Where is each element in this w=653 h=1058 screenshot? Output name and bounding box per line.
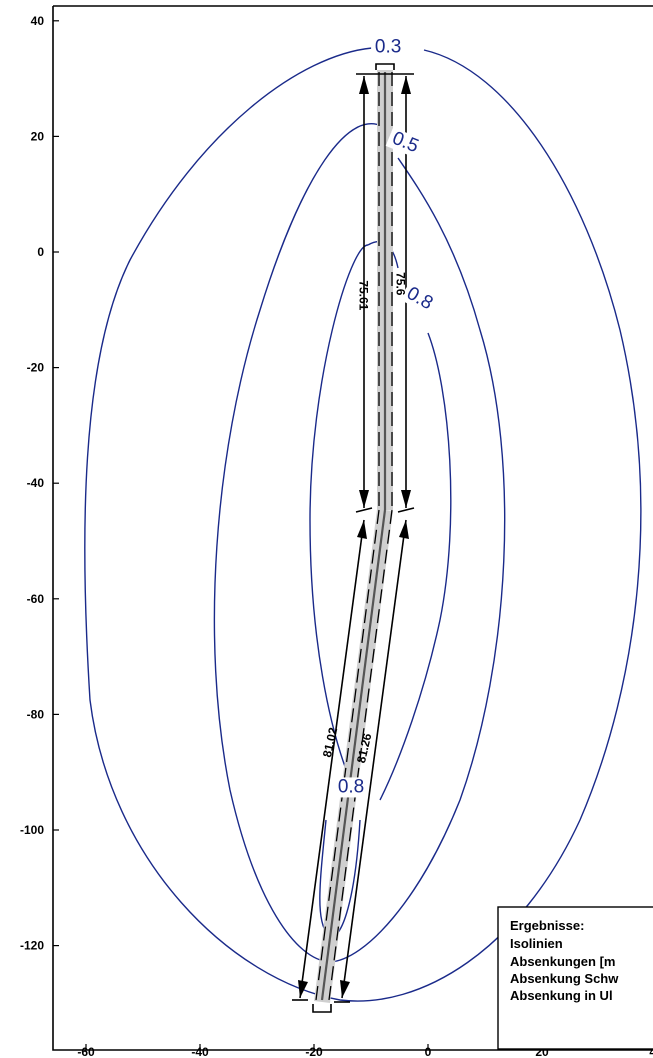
y-tick-label: -80 <box>27 707 45 721</box>
legend-title: Ergebnisse: <box>510 918 584 933</box>
y-tick-label: -40 <box>27 476 45 490</box>
x-tick-label: -40 <box>191 1045 209 1058</box>
legend-absenkungen: Absenkungen [m <box>510 954 615 969</box>
dimension-labels: 75.61 75.6 81.02 81.26 <box>320 272 408 764</box>
isoline-label-bg <box>385 127 425 159</box>
isoline-label: 0.8 <box>338 776 364 797</box>
arrow-left-mid-up <box>357 520 367 539</box>
arrow-left-mid-down <box>359 490 369 508</box>
arrow-left-bottom <box>298 980 308 998</box>
x-tick-label: 40 <box>649 1045 653 1058</box>
axis-frame <box>52 6 653 1051</box>
x-tick-label: -20 <box>305 1045 323 1058</box>
isoline-label-bg <box>371 37 406 58</box>
well-cap-top <box>375 63 395 70</box>
isoline-0-8-upper <box>309 244 369 781</box>
x-tick-label: 0 <box>425 1045 432 1058</box>
isoline-0-3 <box>84 47 642 1002</box>
y-tick-label: -60 <box>27 592 45 606</box>
dim-left-lower <box>299 519 365 999</box>
dim-tick-mid-left <box>355 507 373 513</box>
arrow-left-top <box>359 76 369 94</box>
legend-absenkung-ul: Absenkung in Ul <box>510 988 613 1003</box>
y-tick-label: 40 <box>31 14 45 28</box>
legend-absenkung-schw: Absenkung Schw <box>510 971 619 986</box>
y-axis-ticks: 40 20 0 -20 -40 -60 -80 -100 -120 <box>20 14 59 953</box>
isoline-label-bg <box>334 777 369 798</box>
dimension-lines <box>292 73 415 1003</box>
isoline-label: 0.3 <box>375 37 401 58</box>
legend-isolines: Isolinien <box>510 936 563 951</box>
y-tick-label: 0 <box>37 245 44 259</box>
well-dash-right-lower <box>328 509 393 1001</box>
isoline-labels: 0.30.50.80.8 <box>334 37 440 798</box>
x-tick-label: -60 <box>77 1045 95 1058</box>
dimension-label: 81.26 <box>354 732 374 765</box>
y-tick-label: -100 <box>20 823 44 837</box>
legend-box <box>497 906 653 1050</box>
well-dash-left-lower <box>315 509 380 1001</box>
well-core-lower <box>320 509 387 1001</box>
dim-tick-mid-right <box>397 507 415 513</box>
isoline-0-8-right <box>379 332 452 801</box>
arrow-right-bottom <box>340 980 350 998</box>
dimension-label: 81.02 <box>320 726 340 759</box>
dimension-label: 75.6 <box>394 272 408 296</box>
well-line <box>312 63 395 1013</box>
well-cap-bottom <box>312 1004 332 1013</box>
isoline-label-bg <box>399 281 440 317</box>
arrow-right-top <box>401 76 411 94</box>
dim-right-lower <box>341 519 407 999</box>
y-tick-label: -120 <box>20 939 44 953</box>
dimension-label: 75.61 <box>357 280 371 310</box>
y-tick-label: 20 <box>31 129 45 143</box>
legend: Ergebnisse: Isolinien Absenkungen [m Abs… <box>497 906 653 1050</box>
arrow-right-mid-down <box>401 490 411 508</box>
arrow-right-mid-up <box>399 520 409 539</box>
y-tick-label: -20 <box>27 361 45 375</box>
